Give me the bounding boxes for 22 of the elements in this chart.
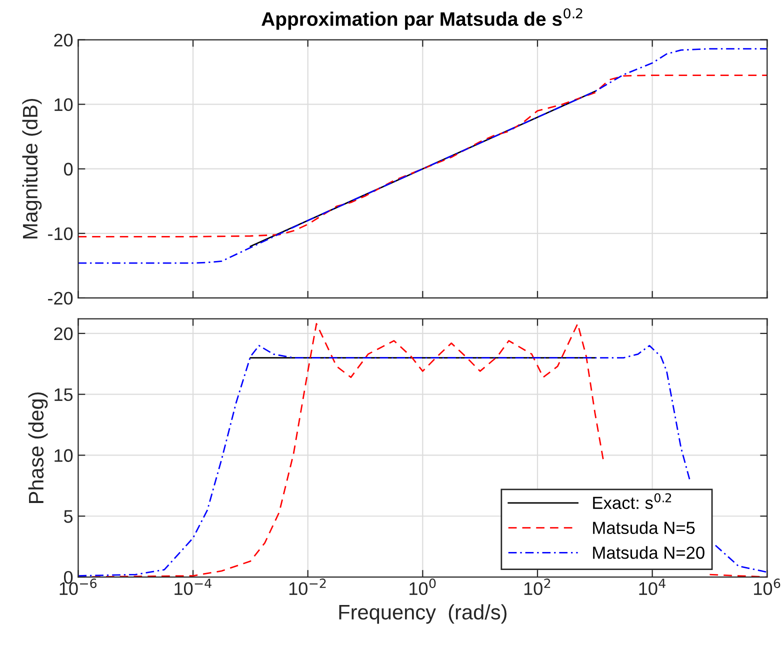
legend-label: Exact: s$^{0.2}$ <box>593 493 672 510</box>
y-tick-label: -10 <box>48 227 73 240</box>
x-tick-label: 10$^{−2}$ <box>289 578 326 596</box>
legend-label: Matsuda N=5 <box>593 521 695 534</box>
x-tick-label: 10$^{6}$ <box>754 578 780 596</box>
y-tick-label: 20 <box>54 34 73 46</box>
y-tick-label: 5 <box>64 510 73 523</box>
y-axis-title: Phase (deg) <box>28 392 48 503</box>
y-axis-title: Magnitude (dB) <box>22 98 42 238</box>
y-tick-label: 10 <box>54 98 73 112</box>
y-tick-label: 20 <box>54 327 73 340</box>
x-axis-title: Frequency (rad/s) <box>339 604 506 624</box>
x-tick-label: 10$^{−4}$ <box>174 578 212 596</box>
y-tick-label: -20 <box>48 292 73 305</box>
x-tick-label: 10$^{4}$ <box>639 578 666 596</box>
x-tick-label: 10$^{2}$ <box>524 578 550 596</box>
y-tick-label: 10 <box>54 449 73 462</box>
legend-label: Matsuda N=20 <box>593 546 704 559</box>
x-tick-label: 10$^{0}$ <box>410 578 436 596</box>
y-tick-label: 0 <box>64 162 73 176</box>
chart-title: Approximation par Matsuda de s$^{0.2}$ <box>262 8 582 30</box>
y-tick-label: 15 <box>54 388 73 402</box>
